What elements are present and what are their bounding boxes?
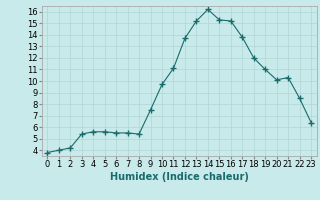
X-axis label: Humidex (Indice chaleur): Humidex (Indice chaleur): [110, 172, 249, 182]
